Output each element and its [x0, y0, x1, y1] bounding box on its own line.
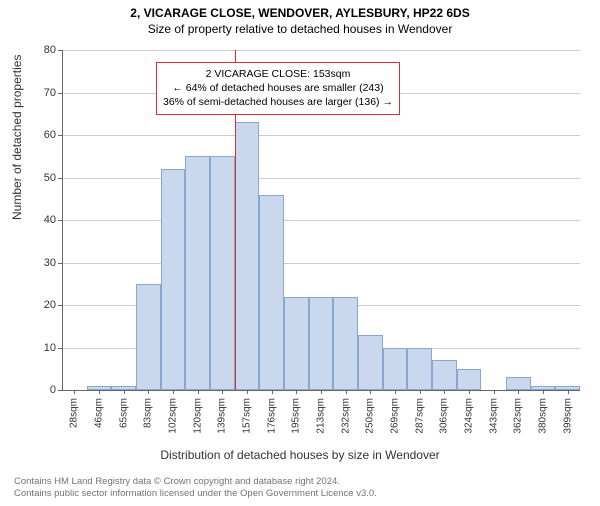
histogram-bar: [383, 348, 408, 391]
x-tick-label: 213sqm: [316, 398, 327, 434]
property-info-box: 2 VICARAGE CLOSE: 153sqm← 64% of detache…: [156, 62, 400, 115]
histogram-bar: [309, 297, 334, 391]
x-tick-mark: [518, 390, 519, 394]
x-tick-mark: [469, 390, 470, 394]
x-tick-label: 232sqm: [340, 398, 351, 434]
histogram-bar: [358, 335, 383, 390]
x-tick-mark: [173, 390, 174, 394]
y-tick-label: 0: [26, 384, 56, 396]
x-tick-label: 250sqm: [365, 398, 376, 434]
x-tick-label: 269sqm: [390, 398, 401, 434]
y-axis-label: Number of detached properties: [10, 55, 24, 220]
info-line-property: 2 VICARAGE CLOSE: 153sqm: [163, 67, 393, 81]
x-tick-label: 65sqm: [118, 398, 129, 428]
x-tick-mark: [272, 390, 273, 394]
histogram-bar: [284, 297, 309, 391]
x-tick-label: 324sqm: [464, 398, 475, 434]
x-tick-mark: [148, 390, 149, 394]
y-axis-line: [62, 50, 63, 390]
x-tick-label: 287sqm: [414, 398, 425, 434]
attribution-footer: Contains HM Land Registry data © Crown c…: [14, 476, 377, 500]
grid-line: [62, 178, 580, 179]
x-tick-label: 102sqm: [168, 398, 179, 434]
x-tick-label: 399sqm: [562, 398, 573, 434]
x-tick-mark: [346, 390, 347, 394]
y-tick-label: 70: [26, 87, 56, 99]
y-tick-label: 50: [26, 172, 56, 184]
x-tick-label: 28sqm: [69, 398, 80, 428]
x-tick-label: 157sqm: [242, 398, 253, 434]
histogram-bar: [136, 284, 161, 390]
x-tick-label: 343sqm: [488, 398, 499, 434]
histogram-bar: [235, 122, 260, 390]
x-tick-mark: [494, 390, 495, 394]
grid-line: [62, 220, 580, 221]
histogram-bar: [506, 377, 531, 390]
x-tick-mark: [444, 390, 445, 394]
histogram-bar: [432, 360, 457, 390]
grid-line: [62, 50, 580, 51]
footer-line1: Contains HM Land Registry data © Crown c…: [14, 476, 377, 488]
x-tick-mark: [321, 390, 322, 394]
chart-plot-area: 0102030405060708028sqm46sqm65sqm83sqm102…: [62, 50, 580, 390]
chart-title-address: 2, VICARAGE CLOSE, WENDOVER, AYLESBURY, …: [0, 6, 600, 20]
x-tick-label: 306sqm: [439, 398, 450, 434]
y-tick-label: 30: [26, 257, 56, 269]
x-tick-mark: [543, 390, 544, 394]
x-tick-label: 46sqm: [94, 398, 105, 428]
x-tick-mark: [74, 390, 75, 394]
x-tick-mark: [99, 390, 100, 394]
x-tick-mark: [420, 390, 421, 394]
chart-subtitle: Size of property relative to detached ho…: [0, 22, 600, 36]
x-tick-label: 83sqm: [143, 398, 154, 428]
histogram-bar: [333, 297, 358, 391]
info-line-smaller: ← 64% of detached houses are smaller (24…: [163, 81, 393, 95]
histogram-bar: [457, 369, 482, 390]
grid-line: [62, 135, 580, 136]
x-tick-mark: [370, 390, 371, 394]
x-tick-mark: [395, 390, 396, 394]
y-tick-label: 60: [26, 129, 56, 141]
histogram-bar: [407, 348, 432, 391]
x-tick-mark: [568, 390, 569, 394]
histogram-bar: [161, 169, 186, 390]
histogram-bar: [259, 195, 284, 391]
y-tick-label: 80: [26, 44, 56, 56]
x-tick-mark: [222, 390, 223, 394]
x-tick-label: 120sqm: [192, 398, 203, 434]
x-tick-label: 176sqm: [266, 398, 277, 434]
y-tick-label: 20: [26, 299, 56, 311]
x-tick-mark: [124, 390, 125, 394]
x-tick-label: 362sqm: [513, 398, 524, 434]
info-line-larger: 36% of semi-detached houses are larger (…: [163, 95, 393, 109]
histogram-bar: [210, 156, 235, 390]
histogram-bar: [185, 156, 210, 390]
footer-line2: Contains public sector information licen…: [14, 488, 377, 500]
y-tick-label: 40: [26, 214, 56, 226]
x-tick-label: 195sqm: [291, 398, 302, 434]
grid-line: [62, 263, 580, 264]
x-axis-label: Distribution of detached houses by size …: [0, 448, 600, 462]
x-tick-label: 139sqm: [217, 398, 228, 434]
x-tick-mark: [198, 390, 199, 394]
x-tick-label: 380sqm: [538, 398, 549, 434]
y-tick-label: 10: [26, 342, 56, 354]
x-tick-mark: [296, 390, 297, 394]
x-tick-mark: [247, 390, 248, 394]
